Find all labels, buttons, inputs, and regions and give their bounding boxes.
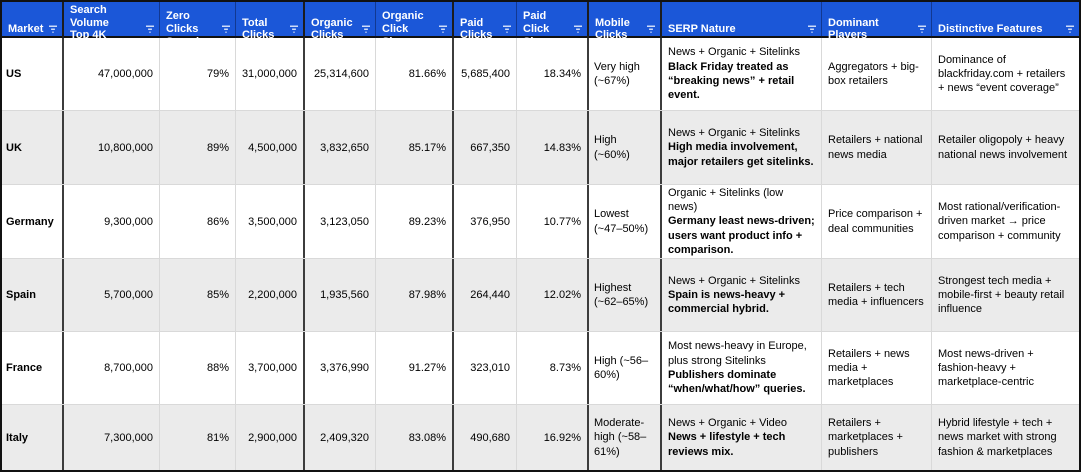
table-row-france: France 8,700,000 88% 3,700,000 3,376,990…	[2, 331, 1079, 404]
organic-clicks-cell[interactable]: 1,935,560	[305, 259, 376, 331]
serp-nature-cell[interactable]: News + Organic + Video News + lifestyle +…	[662, 405, 822, 470]
table-header-row: Market Search Volume Top 4K Queries Zero…	[2, 2, 1079, 57]
filter-funnel-icon[interactable]	[46, 23, 59, 36]
market-cell[interactable]: US	[2, 38, 64, 110]
distinctive-features-cell[interactable]: Retailer oligopoly + heavy national news…	[932, 111, 1079, 184]
filter-funnel-icon[interactable]	[644, 23, 657, 36]
filter-funnel-icon[interactable]	[436, 23, 449, 36]
organic-share-cell[interactable]: 87.98%	[376, 259, 454, 331]
paid-clicks-cell[interactable]: 376,950	[454, 185, 517, 258]
dominant-players-cell[interactable]: Retailers + marketplaces + publishers	[822, 405, 932, 470]
mobile-clicks-cell[interactable]: Highest (~62–65%)	[589, 259, 662, 331]
table-row-italy: Italy 7,300,000 81% 2,900,000 2,409,320 …	[2, 404, 1079, 470]
search-volume-cell[interactable]: 5,700,000	[64, 259, 160, 331]
zero-clicks-cell[interactable]: 89%	[160, 111, 236, 184]
distinctive-features-cell[interactable]: Most rational/verification-driven market…	[932, 185, 1079, 258]
filter-funnel-icon[interactable]	[143, 23, 156, 36]
mobile-clicks-cell[interactable]: Very high (~67%)	[589, 38, 662, 110]
zero-clicks-cell[interactable]: 86%	[160, 185, 236, 258]
mobile-clicks-cell[interactable]: Lowest (~47–50%)	[589, 185, 662, 258]
column-header-distinctive-features: Distinctive Features	[932, 2, 1079, 57]
filter-funnel-icon[interactable]	[805, 23, 818, 36]
market-cell[interactable]: France	[2, 332, 64, 404]
paid-share-cell[interactable]: 14.83%	[517, 111, 589, 184]
paid-clicks-cell[interactable]: 490,680	[454, 405, 517, 470]
table-row-spain: Spain 5,700,000 85% 2,200,000 1,935,560 …	[2, 258, 1079, 331]
organic-share-cell[interactable]: 81.66%	[376, 38, 454, 110]
zero-clicks-cell[interactable]: 88%	[160, 332, 236, 404]
paid-clicks-cell[interactable]: 323,010	[454, 332, 517, 404]
paid-clicks-cell[interactable]: 264,440	[454, 259, 517, 331]
serp-nature-cell[interactable]: News + Organic + Sitelinks Black Friday t…	[662, 38, 822, 110]
filter-funnel-icon[interactable]	[359, 23, 372, 36]
total-clicks-cell[interactable]: 31,000,000	[236, 38, 305, 110]
mobile-clicks-cell[interactable]: High (~60%)	[589, 111, 662, 184]
organic-share-cell[interactable]: 91.27%	[376, 332, 454, 404]
paid-clicks-cell[interactable]: 667,350	[454, 111, 517, 184]
filter-funnel-icon[interactable]	[500, 23, 513, 36]
dominant-players-cell[interactable]: Retailers + news media + marketplaces	[822, 332, 932, 404]
total-clicks-cell[interactable]: 2,900,000	[236, 405, 305, 470]
distinctive-features-cell[interactable]: Most news-driven + fashion-heavy + marke…	[932, 332, 1079, 404]
column-header-market: Market	[2, 2, 64, 57]
paid-clicks-cell[interactable]: 5,685,400	[454, 38, 517, 110]
column-header-serp-nature: SERP Nature	[662, 2, 822, 57]
dominant-players-cell[interactable]: Aggregators + big-box retailers	[822, 38, 932, 110]
search-volume-cell[interactable]: 10,800,000	[64, 111, 160, 184]
organic-share-cell[interactable]: 83.08%	[376, 405, 454, 470]
column-header-label: Distinctive Features	[938, 22, 1043, 35]
paid-share-cell[interactable]: 12.02%	[517, 259, 589, 331]
table-row-germany: Germany 9,300,000 86% 3,500,000 3,123,05…	[2, 184, 1079, 258]
paid-share-cell[interactable]: 8.73%	[517, 332, 589, 404]
serp-nature-cell[interactable]: News + Organic + Sitelinks High media inv…	[662, 111, 822, 184]
table-body: US 47,000,000 79% 31,000,000 25,314,600 …	[2, 38, 1079, 470]
search-volume-cell[interactable]: 8,700,000	[64, 332, 160, 404]
paid-share-cell[interactable]: 10.77%	[517, 185, 589, 258]
filter-funnel-icon[interactable]	[1063, 23, 1076, 36]
zero-clicks-cell[interactable]: 81%	[160, 405, 236, 470]
search-volume-cell[interactable]: 9,300,000	[64, 185, 160, 258]
serp-nature-cell[interactable]: Organic + Sitelinks (low news) Germany le…	[662, 185, 822, 258]
distinctive-features-cell[interactable]: Dominance of blackfriday.com + retailers…	[932, 38, 1079, 110]
filter-funnel-icon[interactable]	[287, 23, 300, 36]
column-header-label: SERP Nature	[668, 22, 736, 35]
table-row-us: US 47,000,000 79% 31,000,000 25,314,600 …	[2, 38, 1079, 110]
total-clicks-cell[interactable]: 3,700,000	[236, 332, 305, 404]
organic-share-cell[interactable]: 85.17%	[376, 111, 454, 184]
distinctive-features-cell[interactable]: Hybrid lifestyle + tech + news market wi…	[932, 405, 1079, 470]
total-clicks-cell[interactable]: 3,500,000	[236, 185, 305, 258]
filter-funnel-icon[interactable]	[219, 23, 232, 36]
organic-clicks-cell[interactable]: 2,409,320	[305, 405, 376, 470]
table-row-uk: UK 10,800,000 89% 4,500,000 3,832,650 85…	[2, 110, 1079, 184]
zero-clicks-cell[interactable]: 79%	[160, 38, 236, 110]
organic-clicks-cell[interactable]: 25,314,600	[305, 38, 376, 110]
mobile-clicks-cell[interactable]: Moderate-high (~58–61%)	[589, 405, 662, 470]
search-volume-cell[interactable]: 47,000,000	[64, 38, 160, 110]
dominant-players-cell[interactable]: Price comparison + deal communities	[822, 185, 932, 258]
search-volume-cell[interactable]: 7,300,000	[64, 405, 160, 470]
total-clicks-cell[interactable]: 2,200,000	[236, 259, 305, 331]
serp-nature-cell[interactable]: Most news-heavy in Europe, plus strong S…	[662, 332, 822, 404]
filter-funnel-icon[interactable]	[915, 23, 928, 36]
organic-clicks-cell[interactable]: 3,832,650	[305, 111, 376, 184]
column-header-label: Market	[8, 22, 44, 35]
filter-funnel-icon[interactable]	[571, 23, 584, 36]
paid-share-cell[interactable]: 18.34%	[517, 38, 589, 110]
distinctive-features-cell[interactable]: Strongest tech media + mobile-first + be…	[932, 259, 1079, 331]
organic-share-cell[interactable]: 89.23%	[376, 185, 454, 258]
total-clicks-cell[interactable]: 4,500,000	[236, 111, 305, 184]
organic-clicks-cell[interactable]: 3,123,050	[305, 185, 376, 258]
serp-nature-cell[interactable]: News + Organic + Sitelinks Spain is news-…	[662, 259, 822, 331]
organic-clicks-cell[interactable]: 3,376,990	[305, 332, 376, 404]
dominant-players-cell[interactable]: Retailers + tech media + influencers	[822, 259, 932, 331]
market-cell[interactable]: Spain	[2, 259, 64, 331]
dominant-players-cell[interactable]: Retailers + national news media	[822, 111, 932, 184]
market-cell[interactable]: Italy	[2, 405, 64, 470]
mobile-clicks-cell[interactable]: High (~56–60%)	[589, 332, 662, 404]
market-cell[interactable]: UK	[2, 111, 64, 184]
paid-share-cell[interactable]: 16.92%	[517, 405, 589, 470]
market-cell[interactable]: Germany	[2, 185, 64, 258]
zero-clicks-cell[interactable]: 85%	[160, 259, 236, 331]
